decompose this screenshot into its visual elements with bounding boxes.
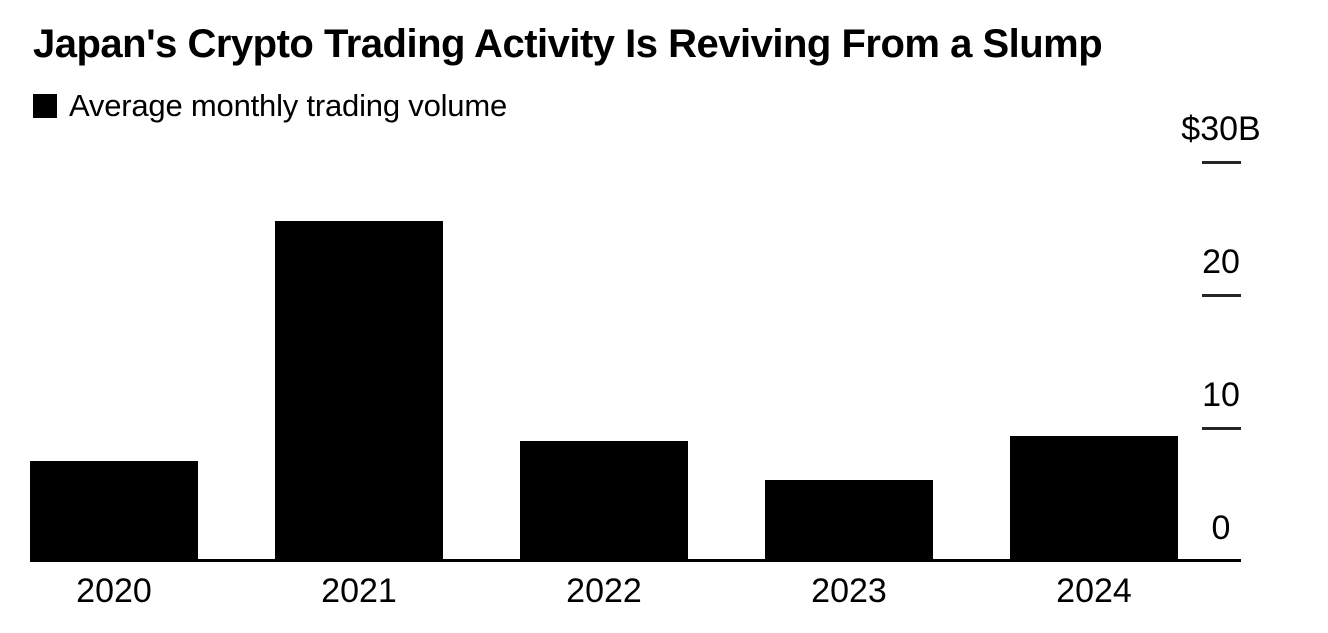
bar-2022 xyxy=(520,441,688,561)
y-tick-label-10: 10 xyxy=(1202,376,1240,414)
bar-2020 xyxy=(30,461,198,561)
legend: Average monthly trading volume xyxy=(33,88,507,124)
x-tick-label-2021: 2021 xyxy=(321,572,397,610)
y-tick-label-0: 0 xyxy=(1211,509,1231,547)
bar-2021 xyxy=(275,221,443,561)
y-tick-dash-20 xyxy=(1202,294,1241,297)
x-tick-label-2022: 2022 xyxy=(566,572,642,610)
bar-2023 xyxy=(765,480,933,561)
x-tick-label-2024: 2024 xyxy=(1056,572,1132,610)
legend-label: Average monthly trading volume xyxy=(69,88,508,123)
y-tick-label-20: 20 xyxy=(1202,243,1240,281)
chart-title: Japan's Crypto Trading Activity Is Reviv… xyxy=(33,22,1103,66)
y-tick-dash-30 xyxy=(1202,161,1241,164)
x-tick-label-2023: 2023 xyxy=(811,572,887,610)
x-tick-label-2020: 2020 xyxy=(76,572,152,610)
bar-2024 xyxy=(1010,436,1178,561)
y-tick-dash-10 xyxy=(1202,427,1241,430)
y-tick-label-30: $30B xyxy=(1181,110,1261,148)
legend-swatch-icon xyxy=(33,94,57,118)
